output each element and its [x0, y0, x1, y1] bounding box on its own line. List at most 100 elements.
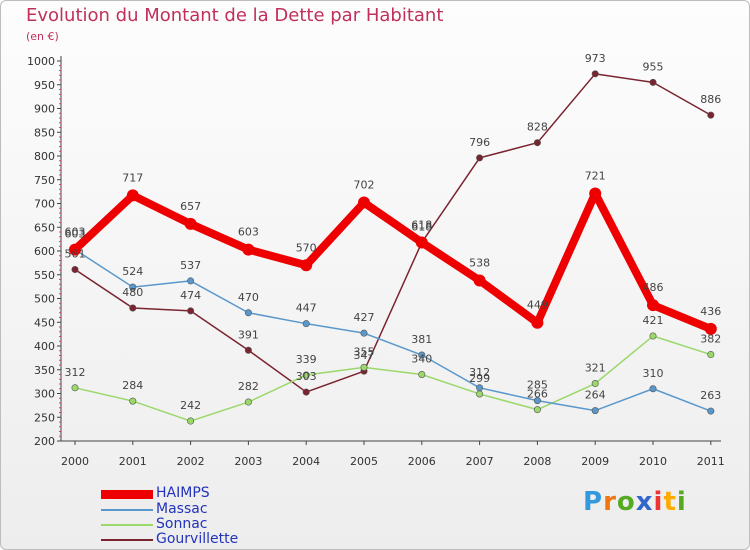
series-line-sonnac [74, 335, 712, 422]
data-label-gourvillette: 618 [411, 220, 432, 233]
data-point-haimps [704, 322, 717, 335]
data-point-gourvillette [129, 304, 137, 312]
data-label-massac: 285 [527, 379, 548, 392]
data-point-massac [476, 384, 484, 392]
y-tick-label: 200 [34, 435, 55, 448]
y-tick-label: 350 [34, 364, 55, 377]
logo-letter: P [583, 487, 604, 517]
chart-title: Evolution du Montant de la Dette par Hab… [26, 5, 444, 26]
data-label-massac: 381 [411, 333, 432, 346]
data-point-haimps [184, 217, 197, 230]
data-point-haimps [126, 189, 139, 202]
data-label-sonnac: 266 [527, 388, 548, 401]
data-point-haimps [300, 259, 313, 272]
x-tick-label: 2010 [639, 455, 667, 468]
data-label-gourvillette: 828 [527, 121, 548, 134]
y-tick-label: 450 [34, 316, 55, 329]
data-point-sonnac [533, 406, 541, 414]
data-point-gourvillette [476, 154, 484, 162]
data-point-massac [591, 407, 599, 415]
data-label-sonnac: 421 [643, 314, 664, 327]
series-line-massac [74, 248, 712, 412]
y-tick-label: 950 [34, 79, 55, 92]
proxiti-logo: Proxiti [583, 487, 687, 517]
y-tick-label: 800 [34, 150, 55, 163]
y-tick-label: 650 [34, 221, 55, 234]
y-tick-label: 400 [34, 340, 55, 353]
y-tick-label: 600 [34, 245, 55, 258]
data-point-haimps [242, 243, 255, 256]
data-label-massac: 447 [296, 302, 317, 315]
data-label-massac: 312 [469, 366, 490, 379]
data-label-massac: 427 [354, 311, 375, 324]
chart-unit-label: (en €) [26, 30, 59, 43]
legend-label-massac: Massac [156, 501, 208, 517]
data-label-massac: 264 [585, 389, 606, 402]
data-point-sonnac [129, 397, 137, 405]
data-label-massac: 537 [180, 259, 201, 272]
data-label-haimps: 449 [527, 299, 548, 312]
x-tick-label: 2002 [177, 455, 205, 468]
legend-swatch-gourvillette [101, 539, 153, 541]
data-label-gourvillette: 303 [296, 370, 317, 383]
data-label-sonnac: 312 [65, 366, 86, 379]
data-label-sonnac: 284 [122, 379, 143, 392]
data-label-gourvillette: 955 [643, 60, 664, 73]
legend-swatch-haimps [101, 490, 153, 499]
data-label-sonnac: 282 [238, 380, 259, 393]
data-point-massac [360, 329, 368, 337]
logo-letter: x [635, 487, 654, 517]
data-label-haimps: 717 [122, 171, 143, 184]
logo-letter: t [663, 487, 677, 517]
data-label-massac: 603 [65, 228, 86, 241]
data-label-sonnac: 382 [700, 333, 721, 346]
data-label-sonnac: 299 [469, 372, 490, 385]
y-tick-label: 1000 [27, 55, 55, 68]
legend-swatch-massac [101, 509, 153, 511]
y-tick-label: 250 [34, 411, 55, 424]
data-point-haimps [415, 236, 428, 249]
data-label-haimps: 570 [296, 241, 317, 254]
data-label-gourvillette: 474 [180, 289, 201, 302]
x-tick-label: 2005 [350, 455, 378, 468]
data-point-gourvillette [187, 307, 195, 315]
y-tick-label: 550 [34, 269, 55, 282]
data-label-haimps: 721 [585, 170, 606, 183]
data-point-massac [302, 320, 310, 328]
data-point-sonnac [187, 417, 195, 425]
legend-swatch-sonnac [101, 524, 153, 526]
x-tick-label: 2004 [292, 455, 320, 468]
data-label-gourvillette: 391 [238, 328, 259, 341]
data-label-gourvillette: 973 [585, 52, 606, 65]
data-label-haimps: 603 [65, 226, 86, 239]
data-label-haimps: 486 [643, 281, 664, 294]
data-label-haimps: 657 [180, 200, 201, 213]
data-label-sonnac: 339 [296, 353, 317, 366]
x-tick-label: 2008 [523, 455, 551, 468]
data-label-gourvillette: 886 [700, 93, 721, 106]
data-label-massac: 470 [238, 291, 259, 304]
data-label-massac: 263 [700, 389, 721, 402]
data-point-massac [707, 407, 715, 415]
data-label-massac: 310 [643, 367, 664, 380]
data-label-gourvillette: 561 [65, 248, 86, 261]
logo-letter: i [676, 487, 687, 517]
x-tick-label: 2011 [697, 455, 725, 468]
y-tick-label: 900 [34, 103, 55, 116]
data-point-sonnac [649, 332, 657, 340]
x-tick-label: 2006 [408, 455, 436, 468]
data-point-haimps [531, 316, 544, 329]
y-tick-label: 850 [34, 126, 55, 139]
data-point-gourvillette [649, 78, 657, 86]
data-point-haimps [647, 299, 659, 312]
y-tick-label: 300 [34, 388, 55, 401]
x-tick-label: 2007 [466, 455, 494, 468]
series-line-haimps [71, 189, 715, 333]
data-point-gourvillette [533, 139, 541, 147]
logo-letter: i [653, 487, 664, 517]
data-point-haimps [69, 243, 81, 256]
x-tick-label: 2000 [61, 455, 89, 468]
data-label-gourvillette: 796 [469, 136, 490, 149]
data-point-massac [649, 385, 657, 393]
